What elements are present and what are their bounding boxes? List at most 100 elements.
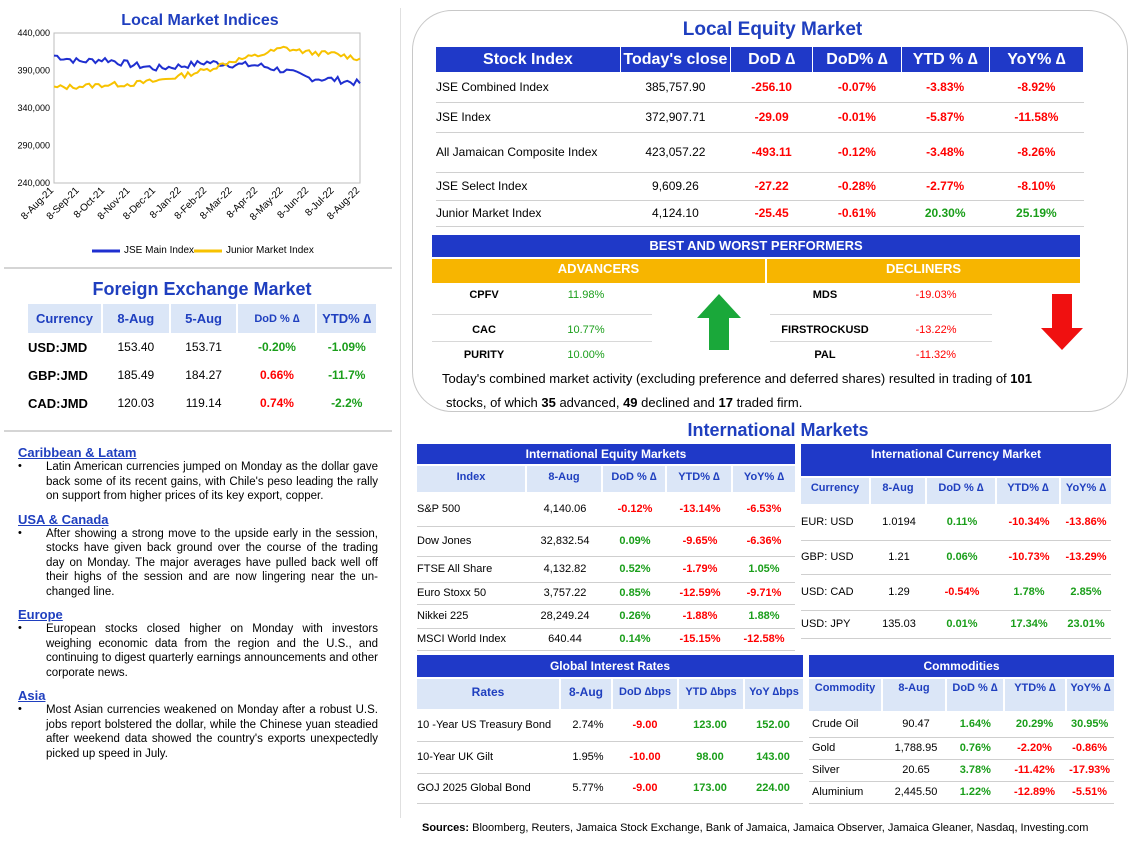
news-item: • European stocks closed higher on Monda…: [18, 622, 378, 680]
intl-equity-header: Index 8-Aug DoD % ∆ YTD% ∆ YoY% ∆: [417, 466, 795, 492]
equity-cell: 372,907.71: [620, 102, 731, 133]
intl-currency-title: International Currency Market: [801, 444, 1111, 476]
table-row: JSE Index 372,907.71 -29.09 -0.01% -5.87…: [436, 102, 1084, 133]
news-block-usa: USA & Canada • After showing a strong mo…: [18, 512, 378, 600]
cell: -13.86%: [1061, 504, 1111, 541]
fx-table: Currency 8-Aug 5-Aug DoD % ∆ YTD% ∆ USD:…: [28, 304, 378, 417]
legend-label-main: JSE Main Index: [124, 245, 195, 256]
advancer-pct: 10.77%: [567, 324, 605, 336]
news-text: European stocks closed higher on Monday …: [46, 623, 378, 679]
cell: -13.29%: [1061, 540, 1111, 575]
equity-cell: -3.83%: [901, 72, 990, 103]
cell: -9.71%: [733, 582, 795, 605]
red-down-arrow-icon: [1041, 294, 1083, 350]
equity-frame: [412, 10, 1128, 412]
advancer-pct: 11.98%: [567, 289, 605, 301]
cell: 123.00: [677, 709, 743, 742]
cell: Euro Stoxx 50: [417, 582, 527, 605]
legend-label-junior: Junior Market Index: [226, 245, 314, 256]
cell: 10-Year UK Gilt: [417, 741, 563, 774]
col-header: YTD% ∆: [995, 478, 1059, 504]
table-row: All Jamaican Composite Index 423,057.22 …: [436, 132, 1084, 173]
news-heading[interactable]: Europe: [18, 607, 63, 622]
news-text: Most Asian currencies weakened on Monday…: [46, 704, 378, 760]
cell: 0.11%: [927, 504, 997, 541]
cell: GOJ 2025 Global Bond: [417, 773, 563, 804]
equity-col-header: YTD % ∆: [901, 47, 990, 72]
table-row: 10-Year UK Gilt 1.95% -10.00 98.00 143.0…: [417, 741, 803, 774]
table-row: JSE Combined Index 385,757.90 -256.10 -0…: [436, 72, 1084, 103]
news-item: • Latin American currencies jumped on Mo…: [18, 460, 378, 504]
news-heading[interactable]: Asia: [18, 688, 46, 703]
y-tick-label: 240,000: [17, 178, 50, 188]
cell: 30.95%: [1065, 711, 1114, 738]
equity-cell: JSE Index: [436, 102, 621, 133]
cell: -6.53%: [733, 492, 795, 527]
equity-title: Local Equity Market: [682, 19, 863, 40]
fx-col-header: 8-Aug: [101, 304, 171, 333]
cell: Gold: [809, 737, 886, 760]
cell: 20.29%: [1003, 711, 1066, 738]
col-header: YTD ∆bps: [677, 679, 743, 709]
cell: 0.52%: [603, 556, 667, 583]
y-tick-label: 390,000: [17, 66, 50, 76]
cell: USD: JPY: [801, 610, 871, 639]
decliners-list: MDS -19.03% FIRSTROCKUSD -13.22% PAL -11…: [770, 285, 992, 364]
table-row: 10 -Year US Treasury Bond 2.74% -9.00 12…: [417, 709, 803, 742]
table-row: Junior Market Index 4,124.10 -25.45 -0.6…: [436, 200, 1084, 227]
table-row: USD: JPY 135.03 0.01% 17.34% 23.01%: [801, 610, 1111, 639]
col-header: Currency: [810, 482, 860, 494]
equity-cell: -256.10: [730, 72, 813, 103]
equity-cell: JSE Select Index: [436, 172, 621, 201]
cell: -15.15%: [667, 628, 733, 651]
table-row: USD: CAD 1.29 -0.54% 1.78% 2.85%: [801, 574, 1111, 611]
equity-cell: -0.07%: [812, 72, 902, 103]
list-item: FIRSTROCKUSD -13.22%: [770, 315, 992, 342]
equity-cell: -3.48%: [901, 132, 990, 173]
decliner-pct: -11.32%: [915, 349, 957, 361]
table-row: S&P 500 4,140.06 -0.12% -13.14% -6.53%: [417, 492, 795, 527]
fx-col-header: Currency: [28, 304, 103, 333]
equity-cell: -29.09: [730, 102, 813, 133]
equity-table: Stock Index Today's close DoD ∆ DoD% ∆ Y…: [436, 47, 1085, 227]
equity-cell: All Jamaican Composite Index: [436, 132, 621, 173]
summary-text: traded firm.: [732, 395, 803, 410]
cell: 4,132.82: [527, 556, 603, 583]
equity-cell: 423,057.22: [620, 132, 731, 173]
fx-cell: 153.71: [185, 340, 222, 354]
fx-cell: 185.49: [117, 368, 155, 382]
news-block-asia: Asia • Most Asian currencies weakened on…: [18, 688, 378, 761]
col-header: YoY ∆bps: [743, 679, 803, 709]
local-indices-chart: Local Market Indices 440,000 390,000 340,0…: [8, 8, 392, 266]
fx-cell: 153.40: [117, 340, 155, 354]
equity-cell: 9,609.26: [620, 172, 731, 201]
equity-cell: -2.77%: [901, 172, 990, 201]
news-heading[interactable]: Caribbean & Latam: [18, 445, 137, 460]
cell: 1.64%: [946, 711, 1004, 738]
equity-cell: -25.45: [730, 200, 813, 227]
cell: -10.73%: [997, 540, 1061, 575]
cell: 135.03: [871, 610, 927, 639]
cell: 173.00: [677, 773, 743, 804]
cell: MSCI World Index: [417, 628, 527, 651]
fx-cell: GBP:JMD: [28, 367, 88, 383]
decliner-pct: -13.22%: [915, 324, 957, 336]
equity-cell: -493.11: [730, 132, 813, 173]
cell: 90.47: [885, 711, 947, 738]
equity-cell: Junior Market Index: [436, 200, 621, 227]
table-row: MSCI World Index 640.44 0.14% -15.15% -1…: [417, 628, 795, 651]
news-heading[interactable]: USA & Canada: [18, 511, 109, 527]
equity-header-row: Stock Index Today's close DoD ∆ DoD% ∆ Y…: [436, 47, 1085, 72]
vertical-divider: [400, 8, 401, 818]
cell: 28,249.24: [527, 604, 603, 629]
bullet-icon: •: [18, 622, 22, 634]
cell: -12.89%: [1003, 781, 1066, 804]
cell: -2.20%: [1003, 737, 1066, 760]
col-header: 8-Aug: [525, 466, 601, 492]
commodities-table: Crude Oil 90.47 1.64% 20.29% 30.95% Gold…: [809, 711, 1114, 804]
equity-cell: -8.26%: [989, 132, 1084, 173]
cell: -12.59%: [667, 582, 733, 605]
table-row: Nikkei 225 28,249.24 0.26% -1.88% 1.88%: [417, 604, 795, 629]
advancers-list: CPFV 11.98% CAC 10.77% PURITY 10.00%: [432, 285, 652, 364]
equity-cell: -0.12%: [812, 132, 902, 173]
